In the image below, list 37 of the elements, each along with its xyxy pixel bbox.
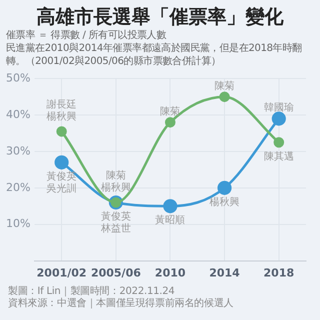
text: 民進黨在2010與2014年催票率都遠高於國民黨，但是在2018年時翻轉。（2001/02與2005/06的縣市票數合併計算）: [6, 43, 302, 67]
x-tick-label: 2014: [209, 266, 240, 280]
x-tick-label: 2010: [154, 266, 186, 280]
text: 黃俊英: [100, 211, 131, 222]
text: 楊秋興: [100, 182, 131, 194]
text: 製圖：If Lin｜製圖時間：2022.11.24: [8, 286, 176, 298]
point: [217, 180, 232, 195]
data-label: 陳菊: [214, 80, 235, 92]
x-tick-label: 2005/06: [90, 266, 142, 280]
text: 陳菊: [106, 170, 126, 182]
data-label: 陳其邁: [264, 150, 294, 162]
data-label: 韓國瑜: [264, 102, 294, 114]
point: [163, 199, 178, 214]
point: [56, 126, 67, 137]
text: 謝長廷: [46, 99, 77, 110]
y-tick-label: 40%: [6, 108, 30, 121]
text: 催票率 ＝ 得票數 / 所有可以投票人數: [6, 30, 166, 41]
text: 吳光訓: [46, 183, 77, 194]
y-tick-label: 10%: [6, 217, 30, 230]
x-tick-label: 2001/02: [36, 266, 87, 280]
text: 楊秋興: [46, 111, 77, 122]
y-tick-label: 30%: [6, 144, 30, 158]
text: 黃俊英: [46, 171, 77, 182]
point: [272, 112, 286, 126]
point: [164, 117, 176, 128]
y-tick-label: 20%: [6, 180, 30, 194]
source-note: 資料來源：中選會｜本圖僅呈現得票前兩名的候選人: [8, 298, 234, 310]
data-label: 楊秋興: [210, 196, 240, 208]
x-tick-label: 2018: [264, 266, 294, 280]
point: [219, 92, 230, 102]
point: [274, 137, 284, 148]
chart-title: 高雄市長選舉「催票率」變化: [36, 5, 284, 29]
data-label: 黃昭順: [155, 214, 186, 226]
text: 林益世: [100, 223, 131, 234]
point: [54, 155, 69, 170]
y-tick-label: 50%: [6, 71, 30, 84]
data-label: 陳菊: [160, 105, 180, 118]
